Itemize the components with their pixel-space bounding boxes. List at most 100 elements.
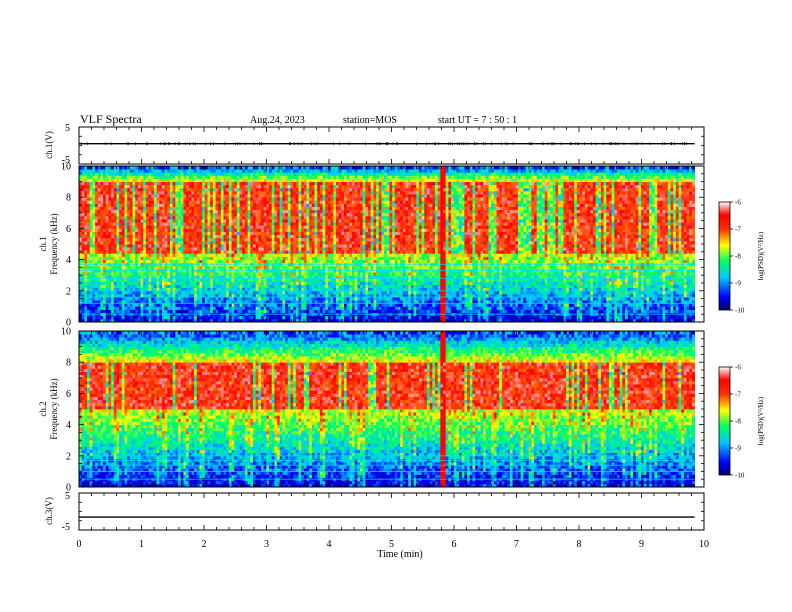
spectrogram-cell xyxy=(258,169,261,173)
spectrogram-cell xyxy=(269,235,272,239)
spectrogram-cell xyxy=(84,207,87,211)
spectrogram-cell xyxy=(92,241,95,245)
spectrogram-cell xyxy=(181,219,184,223)
spectrogram-cell xyxy=(277,244,280,248)
spectrogram-cell xyxy=(122,238,125,242)
ch1-voltage-panel: 5 -5 ch.1(V) xyxy=(44,123,704,166)
spectrogram-cell xyxy=(312,253,315,257)
spectrogram-cell xyxy=(162,266,165,270)
spectrogram-cell xyxy=(264,178,267,182)
spectrogram-cell xyxy=(157,207,160,211)
spectrogram-cell xyxy=(248,306,251,310)
spectrogram-cell xyxy=(194,250,197,254)
spectrogram-cell xyxy=(103,247,106,251)
spectrogram-cell xyxy=(100,172,103,176)
spectrogram-cell xyxy=(170,182,173,186)
spectrogram-cell xyxy=(100,247,103,251)
spectrogram-cell xyxy=(92,316,95,320)
spectrogram-cell xyxy=(127,182,130,186)
spectrogram-cell xyxy=(143,207,146,211)
spectrogram-cell xyxy=(173,175,176,179)
spectrogram-cell xyxy=(173,250,176,254)
spectrogram-cell xyxy=(116,232,119,236)
spectrogram-cell xyxy=(111,247,114,251)
spectrogram-cell xyxy=(165,178,168,182)
spectrogram-cell xyxy=(325,256,328,260)
spectrogram-cell xyxy=(178,225,181,229)
spectrogram-cell xyxy=(183,166,186,170)
spectrogram-cell xyxy=(162,291,165,295)
spectrogram-cell xyxy=(210,197,213,201)
spectrogram-cell xyxy=(175,166,178,170)
spectrogram-cell xyxy=(210,285,213,289)
spectrogram-cell xyxy=(256,316,259,320)
spectrogram-cell xyxy=(272,228,275,232)
spectrogram-cell xyxy=(256,188,259,192)
spectrogram-cell xyxy=(98,291,101,295)
spectrogram-cell xyxy=(159,172,162,176)
spectrogram-cell xyxy=(272,203,275,207)
ch1-voltage-ylabel: ch.1(V) xyxy=(44,131,54,159)
spectrogram-cell xyxy=(258,219,261,223)
spectrogram-cell xyxy=(331,219,334,223)
spectrogram-cell xyxy=(234,169,237,173)
spectrogram-cell xyxy=(304,306,307,310)
spectrogram-cell xyxy=(312,216,315,220)
spectrogram-cell xyxy=(264,213,267,217)
spectrogram-cell xyxy=(269,166,272,170)
spectrogram-cell xyxy=(122,172,125,176)
spectrogram-cell xyxy=(269,197,272,201)
spectrogram-cell xyxy=(183,238,186,242)
spectrogram-cell xyxy=(274,219,277,223)
spectrogram-cell xyxy=(229,216,232,220)
spectrogram-cell xyxy=(317,247,320,251)
spectrogram-cell xyxy=(298,203,301,207)
spectrogram-cell xyxy=(282,222,285,226)
spectrogram-cell xyxy=(325,310,328,314)
spectrogram-cell xyxy=(226,247,229,251)
spectrogram-cell xyxy=(143,281,146,285)
spectrogram-cell xyxy=(232,244,235,248)
spectrogram-cell xyxy=(298,172,301,176)
spectrogram-cell xyxy=(135,281,138,285)
spectrogram-cell xyxy=(92,175,95,179)
spectrogram-cell xyxy=(240,253,243,257)
spectrogram-cell xyxy=(181,166,184,170)
spectrogram-cell xyxy=(280,219,283,223)
spectrogram-cell xyxy=(106,166,109,170)
spectrogram-cell xyxy=(221,316,224,320)
spectrogram-cell xyxy=(226,244,229,248)
spectrogram-cell xyxy=(108,297,111,301)
spectrogram-cell xyxy=(133,213,136,217)
spectrogram-cell xyxy=(232,185,235,189)
spectrogram-cell xyxy=(304,228,307,232)
spectrogram-cell xyxy=(119,297,122,301)
spectrogram-cell xyxy=(125,250,128,254)
spectrogram-cell xyxy=(301,182,304,186)
spectrogram-cell xyxy=(242,256,245,260)
spectrogram-cell xyxy=(199,178,202,182)
spectrogram-cell xyxy=(175,207,178,211)
spectrogram-cell xyxy=(170,175,173,179)
spectrogram-cell xyxy=(122,278,125,282)
spectrogram-cell xyxy=(317,250,320,254)
spectrogram-cell xyxy=(151,247,154,251)
spectrogram-cell xyxy=(248,310,251,314)
spectrogram-cell xyxy=(264,291,267,295)
spectrogram-cell xyxy=(162,169,165,173)
spectrogram-cell xyxy=(210,281,213,285)
spectrogram-cell xyxy=(167,178,170,182)
spectrogram-cell xyxy=(269,278,272,282)
spectrogram-cell xyxy=(285,213,288,217)
spectrogram-cell xyxy=(167,213,170,217)
spectrogram-cell xyxy=(264,247,267,251)
spectrogram-cell xyxy=(133,172,136,176)
spectrogram-cell xyxy=(205,285,208,289)
spectrogram-cell xyxy=(175,250,178,254)
spectrogram-cell xyxy=(234,278,237,282)
spectrogram-cell xyxy=(108,260,111,264)
spectrogram-cell xyxy=(127,172,130,176)
spectrogram-cell xyxy=(165,297,168,301)
spectrogram-cell xyxy=(189,310,192,314)
spectrogram-cell xyxy=(282,238,285,242)
